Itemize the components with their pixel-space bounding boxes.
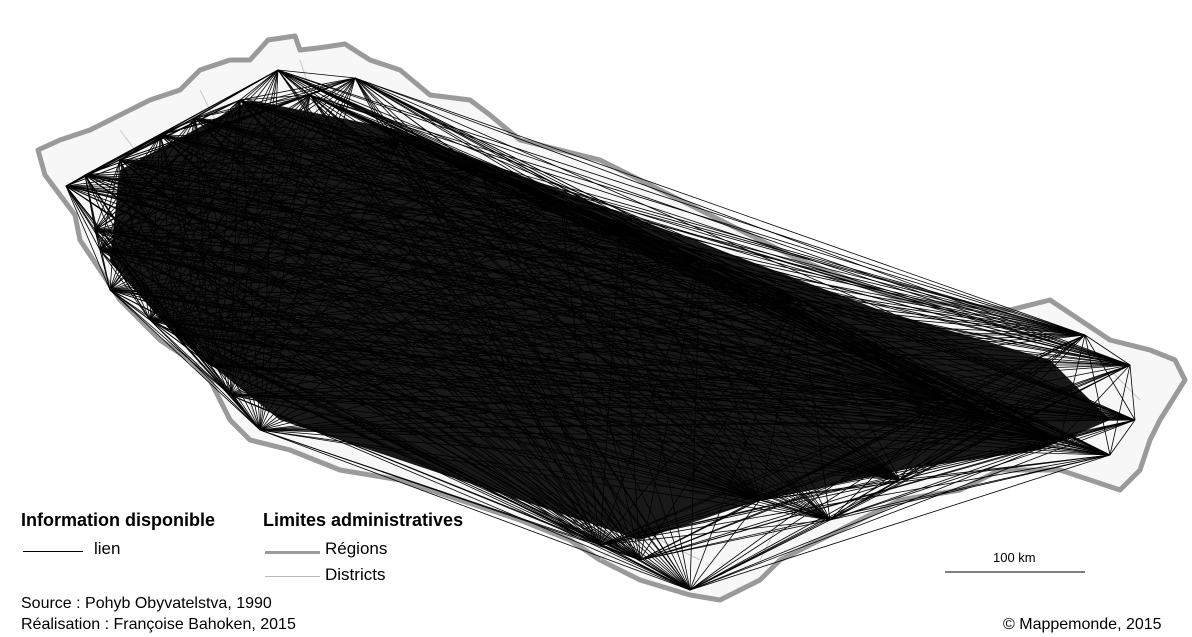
flow-links [65,69,1136,591]
link-line [639,499,761,561]
link-density-core [110,100,1110,540]
link-line [399,139,1086,336]
link-line [639,559,691,591]
link-line [149,319,231,396]
link-line [259,429,691,591]
link-line [174,334,231,396]
link-line [259,429,601,546]
link-line [689,499,761,591]
legend-admin-title: Limites administratives [263,510,464,530]
link-line [559,199,1086,336]
link-line [599,454,1111,546]
link-line [239,77,356,101]
link-line [277,69,356,79]
link-line [829,454,1111,521]
link-line [1109,364,1131,456]
link-line [194,77,356,119]
link-line [829,479,901,521]
link-line [689,454,1111,591]
link-line [689,479,901,591]
link-line [599,544,691,591]
link-line [99,249,111,291]
link-line [239,69,279,101]
link-line [65,174,86,187]
link-line [759,499,831,521]
link-line [1109,419,1136,456]
link-line [599,544,641,561]
link-line [239,94,311,101]
link-line [65,159,121,187]
link-line [354,77,1086,336]
lien-swatch [23,551,83,552]
link-line [119,134,161,161]
link-line [479,169,1086,336]
link-line [759,479,901,501]
link-line [689,439,1061,591]
link-line [1084,334,1131,366]
source-credit: Source : Pohyb Obyvatelstva, 1990 [21,595,272,612]
regions-swatch [265,551,320,554]
link-line [149,319,261,431]
link-line [149,319,211,366]
legend-districts-label: Districts [325,565,386,584]
link-line [1084,334,1136,421]
legend-regions-label: Régions [325,539,388,558]
link-line [65,185,111,291]
legend-lien-label: lien [94,539,121,558]
link-line [639,454,1111,561]
link-line [109,289,261,431]
link-line [599,519,831,546]
legend-info-title: Information disponible [21,510,215,530]
scale-label: 100 km [993,550,1036,565]
link-line [65,185,101,251]
link-line [65,134,161,187]
link-line [829,439,1061,521]
link-line [759,454,1111,501]
copyright-credit: © Mappemonde, 2015 [1003,616,1162,633]
link-line [109,289,231,396]
link-line [229,394,261,431]
link-line [639,479,901,561]
link-line [1084,334,1111,456]
link-line [309,94,1086,336]
link-line [209,364,231,396]
link-line [689,519,831,591]
link-line [277,69,1086,336]
link-line [1129,364,1136,421]
realisation-credit: Réalisation : Françoise Bahoken, 2015 [21,616,296,633]
link-line [639,519,831,561]
link-line [689,419,1136,591]
districts-swatch [265,576,320,577]
